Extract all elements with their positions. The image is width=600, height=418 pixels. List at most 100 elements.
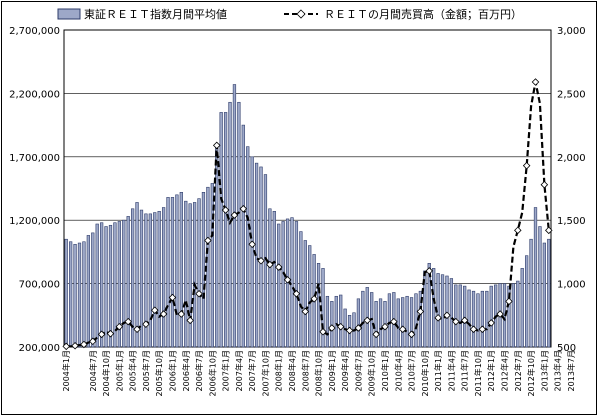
bar	[423, 270, 427, 348]
legend-bar-label: 東証ＲＥＩＴ指数月間平均値	[84, 7, 227, 21]
bar	[299, 231, 303, 348]
line-marker	[522, 161, 531, 170]
x-tick-label: 2006年10月	[207, 350, 217, 397]
bar	[507, 285, 511, 348]
bar	[77, 242, 82, 348]
legend-bar-swatch	[57, 8, 81, 20]
line-marker	[434, 314, 442, 322]
bar	[277, 223, 281, 348]
bar	[449, 278, 454, 348]
line-marker	[239, 205, 248, 213]
line-marker	[345, 326, 354, 335]
bar	[281, 221, 285, 348]
x-tick-label: 2006年7月	[194, 350, 204, 391]
line-marker	[540, 180, 549, 189]
bar	[533, 207, 538, 348]
bar	[356, 298, 361, 348]
bar	[516, 280, 520, 348]
bar	[237, 101, 241, 348]
line-marker	[177, 310, 186, 318]
x-tick-label: 2004年10月	[101, 350, 111, 397]
bar	[471, 290, 476, 348]
x-tick-label: 2006年4月	[181, 350, 191, 391]
right-tick-label: 1,000	[557, 280, 586, 291]
bar	[175, 194, 179, 348]
right-axis: 500 1,000 1,500 2,000 2,500 3,000	[557, 26, 586, 354]
line-marker	[195, 289, 203, 298]
x-tick-label: 2011年10月	[473, 350, 483, 397]
x-tick-label: 2013年7月	[566, 350, 576, 391]
x-tick-label: 2008年4月	[287, 350, 297, 391]
plot-area	[63, 29, 552, 348]
bar	[374, 301, 378, 348]
bar	[432, 268, 436, 348]
line-marker	[514, 226, 522, 235]
x-tick-label: 2012年1月	[486, 350, 496, 391]
bar	[303, 240, 307, 348]
legend: 東証ＲＥＩＴ指数月間平均値 ＲＥＩＴの月間売買高（金額；百万円）	[57, 7, 522, 21]
line-marker	[390, 317, 398, 326]
line-marker	[478, 325, 487, 334]
bar	[463, 285, 467, 348]
bar	[188, 203, 192, 348]
x-tick-label: 2012年10月	[526, 350, 536, 397]
bar	[73, 243, 77, 348]
left-tick-label: 2,700,000	[9, 26, 60, 37]
bar	[268, 208, 272, 348]
line-marker	[452, 317, 460, 326]
x-tick-label: 2010年7月	[407, 350, 417, 391]
legend-line-label: ＲＥＩＴの月間売買高（金額；百万円）	[324, 7, 522, 21]
line-marker	[283, 276, 292, 284]
bar	[489, 285, 493, 348]
x-tick-label: 2009年1月	[327, 350, 337, 391]
line-marker	[124, 317, 132, 326]
bar	[246, 146, 250, 348]
bar	[113, 222, 117, 348]
line-marker	[496, 310, 504, 318]
bar	[64, 238, 68, 348]
bar	[339, 294, 343, 348]
line-marker	[221, 206, 230, 214]
x-tick-label: 2010年4月	[393, 350, 403, 391]
bar	[91, 232, 95, 348]
line-marker	[381, 322, 389, 331]
x-tick-label: 2010年10月	[420, 350, 430, 397]
bar	[122, 219, 126, 348]
line-marker	[133, 325, 141, 334]
right-tick-label: 2,500	[557, 89, 586, 100]
bar	[219, 112, 223, 348]
x-tick-label: 2007年4月	[234, 350, 244, 391]
bar	[192, 202, 197, 348]
bar	[378, 298, 383, 348]
bar	[104, 226, 108, 348]
x-axis: 2004年1月 2004年7月 2004年10月 2005年1月 2005年4月 2005…	[61, 350, 576, 397]
line-marker	[159, 310, 168, 318]
bar	[170, 197, 175, 348]
bar	[330, 301, 334, 348]
line-marker	[363, 316, 372, 325]
line-marker	[204, 236, 212, 245]
x-tick-label: 2008年10月	[314, 350, 324, 397]
bar	[157, 211, 161, 348]
bar	[126, 216, 130, 348]
bar	[401, 297, 405, 348]
line-marker	[545, 226, 553, 235]
x-tick-label: 2013年4月	[553, 350, 563, 391]
bar	[223, 112, 228, 348]
line-marker	[62, 342, 70, 351]
bar	[316, 263, 321, 348]
bar	[480, 290, 485, 348]
line-marker	[186, 316, 194, 325]
x-tick-label: 2012年4月	[500, 350, 510, 391]
line-marker	[328, 324, 336, 332]
line-marker	[469, 325, 478, 334]
line-marker	[230, 211, 239, 219]
line-marker	[115, 322, 124, 331]
line-marker	[168, 293, 177, 302]
line-marker	[398, 325, 407, 334]
line-marker	[97, 330, 106, 339]
bar	[166, 197, 170, 348]
bar	[139, 209, 144, 348]
bar	[396, 298, 400, 348]
